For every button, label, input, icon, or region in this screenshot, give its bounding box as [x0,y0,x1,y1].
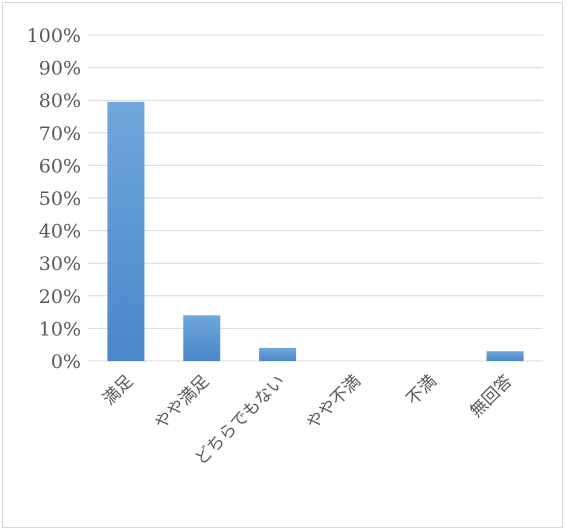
bar [183,315,220,361]
x-category-label: 無回答 [466,371,516,421]
y-axis-tick-labels: 0% 10% 20% 30% 40% 50% 60% 70% 80% 90% 100% [27,25,81,373]
x-category-label: 不満 [403,371,441,409]
bar [107,102,144,361]
y-tick-label: 100% [27,25,81,47]
y-tick-label: 30% [39,253,81,275]
x-category-label: 満足 [99,371,137,409]
y-tick-label: 80% [39,90,81,112]
bar [259,348,296,361]
bars [107,102,523,361]
bar [487,351,524,361]
y-tick-label: 50% [39,188,81,210]
y-tick-label: 70% [39,123,81,145]
y-tick-label: 90% [39,58,81,80]
y-tick-label: 60% [39,155,81,177]
x-category-label: やや満足 [151,371,213,433]
y-tick-label: 10% [39,318,81,340]
y-tick-label: 20% [39,286,81,308]
y-tick-label: 0% [51,351,81,373]
x-category-label: やや不満 [303,371,365,433]
y-tick-label: 40% [39,221,81,243]
gridlines [88,35,543,361]
